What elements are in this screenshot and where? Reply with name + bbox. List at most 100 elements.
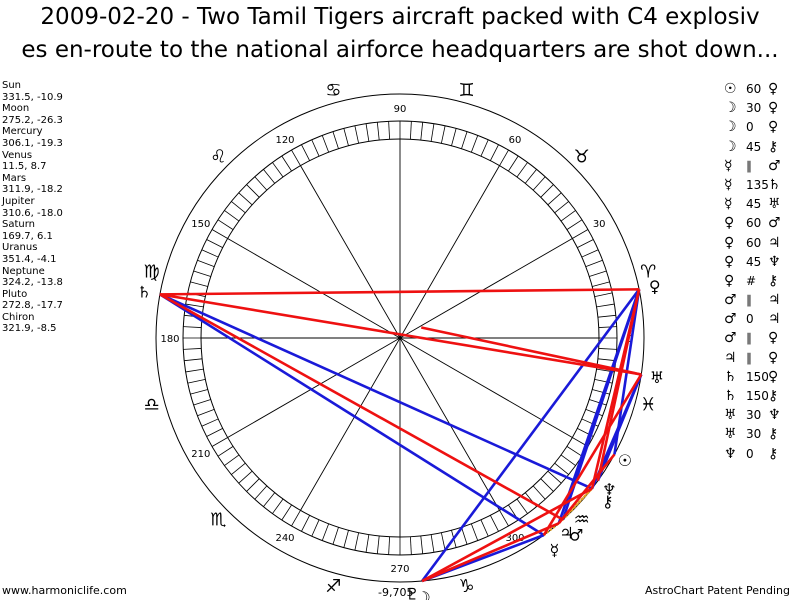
planet-name: Mars [2,172,27,184]
aspect-row: ♀ # ⚷ [724,272,800,291]
planet-position: 321.9, -8.5 [2,323,57,335]
aspect-angle: 150 [746,369,769,384]
aspect-angle: ∥ [746,350,752,365]
aspect-angle: 45 [746,254,762,269]
degree-label: 90 [394,104,407,115]
aspect-angle: 30 [746,408,762,423]
aspect-angle: ∥ [746,293,752,308]
planet-position: 306.1, -19.3 [2,137,63,149]
chart-title-line-2: es en-route to the national airforce hea… [21,37,779,63]
aspect-row: ☿ 135 ♄ [724,176,800,195]
aspect-row: ☉ 60 ♀ [724,80,800,99]
aspect-planet-1: ♄ [724,368,737,385]
planet-position: 351.4, -4.1 [2,253,57,265]
aspect-angle: 30 [746,427,762,442]
aspect-row: ♄ 150 ⚷ [724,387,800,406]
zodiac-sign-glyph: ♌ [210,146,226,167]
aspect-row: ♂ ∥ ♃ [724,291,800,310]
aspect-planet-2: ⚷ [768,138,779,155]
mercury-glyph: ☿ [549,541,559,560]
planet-name: Neptune [2,265,45,277]
planet-position: 11.5, 8.7 [2,161,47,173]
aspect-line [543,522,560,537]
aspect-row: ♅ 30 ♆ [724,406,800,425]
aspect-row: ♆ 0 ⚷ [724,445,800,464]
aspect-row: ♃ ∥ ♀ [724,349,800,368]
aspect-line [421,522,560,583]
zodiac-sign-glyph: ♊ [458,80,474,101]
degree-label: 180 [160,334,179,345]
chart-title-line-1: 2009-02-20 - Two Tamil Tigers aircraft p… [40,4,760,30]
aspect-angle: 60 [746,216,762,231]
chiron-glyph: ⚷ [602,492,614,511]
zodiac-sign-glyph: ♎ [144,395,160,416]
aspect-planet-2: ♀ [768,349,779,366]
aspect-angle: 0 [746,312,754,327]
aspect-planet-1: ♃ [724,349,737,366]
aspect-angle: 0 [746,120,754,135]
aspect-planet-1: ♂ [724,311,737,328]
aspect-planet-2: ♀ [768,119,779,136]
patent-note: AstroChart Patent Pending [644,584,790,597]
planet-name: Moon [2,103,30,115]
degree-label: 30 [593,219,606,230]
aspect-planet-1: ♄ [724,388,737,404]
aspect-planet-1: ♅ [724,426,737,443]
aspect-line [421,288,641,582]
aspect-row: ☽ 0 ♀ [724,118,800,137]
planet-name: Sun [2,80,22,91]
aspect-planet-1: ♀ [724,215,735,232]
aspect-planet-1: ☽ [724,138,737,155]
aspect-angle: 30 [746,101,762,116]
aspect-row: ♀ 45 ♆ [724,253,800,272]
aspect-planet-2: ♀ [768,330,779,347]
planet-position: 324.2, -13.8 [2,277,63,289]
aspect-row: ☽ 30 ♀ [724,99,800,118]
aspect-row: ☿ ∥ ♂ [724,157,800,176]
planet-glyphs: ☉ ☽ ☿ ♀ ♂♃ ♄ ♅ ♆ ♇ ⚷ [137,277,664,600]
degree-label: 0 [627,334,633,345]
aspect-line [562,487,593,521]
aspect-planet-1: ☽ [724,119,737,136]
aspect-planet-1: ♅ [724,407,737,424]
aspect-planet-2: ♀ [768,81,779,97]
aspect-line [159,293,545,537]
aspect-row: ♀ 60 ♂ [724,214,800,233]
aspect-planet-2: ♆ [768,253,781,270]
aspect-planet-2: ⚷ [768,388,779,404]
pluto-glyph: ♇ [405,585,419,600]
degree-label: 120 [275,135,294,146]
aspect-line [159,293,642,376]
degree-labels: 0 30 60 90 120 150 180 210 240 270 300 [160,104,633,575]
aspect-planet-2: ⚷ [768,426,779,443]
aspect-planet-1: ♀ [724,253,735,270]
zodiac-sign-glyph: ♋ [325,80,341,101]
aspect-planet-1: ☉ [724,81,737,97]
aspect-angle: 60 [746,82,762,96]
aspect-line [542,373,643,536]
zodiac-sign-glyph: ♍ [144,261,160,282]
aspect-line [159,288,640,296]
aspect-list: ☉ 60 ♀ ☽ 30 ♀ ☽ 0 ♀ ☽ 45 ⚷ ☿ ∥ ♂ ☿ 135 ♄ ☿ 45 ♅ ♀ 60 ♂ ♀ 60 ♃ ♀ 45 ♆ ♀… [724,80,800,464]
neptune-glyph: ♆ [602,480,616,499]
degree-label: 240 [275,533,294,544]
aspect-planet-2: ⚷ [768,272,779,289]
jupiter-glyph: ♃ [559,523,573,542]
planet-name: Mercury [2,126,43,138]
planet-position: 311.9, -18.2 [2,184,63,196]
aspect-planet-2: ♂ [768,215,781,232]
site-url: www.harmoniclife.com [2,584,127,597]
aspect-planet-1: ♂ [724,292,737,309]
planet-position: 310.6, -18.0 [2,207,63,219]
saturn-glyph: ♄ [137,283,151,302]
aspect-planet-2: ♃ [768,292,781,309]
planet-name: Jupiter [2,195,35,207]
aspect-angle: 60 [746,235,762,250]
aspect-planet-2: ♆ [768,407,781,424]
planet-position: 272.8, -17.7 [2,300,63,312]
aspect-row: ♂ ∥ ♀ [724,329,800,348]
degree-label: 60 [509,135,522,146]
aspect-planet-1: ♀ [724,234,735,251]
sun-glyph: ☉ [618,451,632,470]
aspect-planet-2: ♀ [768,368,779,385]
